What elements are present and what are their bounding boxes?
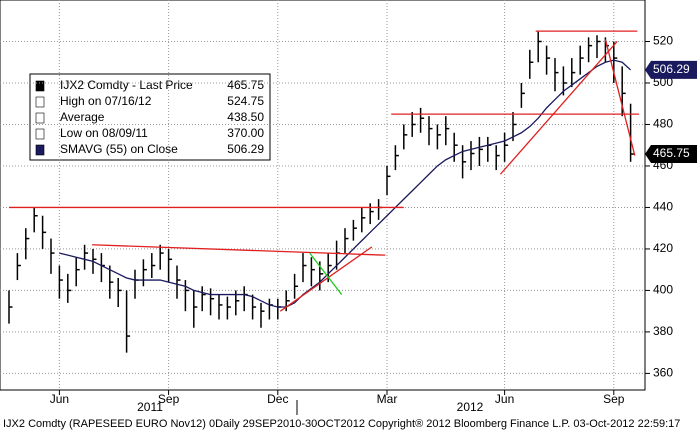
y-tick-label: 440 — [653, 200, 673, 214]
legend-icon — [35, 96, 45, 108]
legend-box — [29, 73, 271, 161]
legend-label: IJX2 Comdty - Last Price — [60, 78, 193, 92]
x-tick-label: Jun — [495, 392, 514, 406]
trendline — [92, 244, 386, 256]
legend-label: Average — [60, 110, 105, 124]
y-tick-label: 360 — [653, 366, 673, 380]
legend-label: SMAVG (55) on Close — [60, 142, 178, 156]
x-tick-label: Jun — [50, 392, 69, 406]
trendline — [279, 246, 373, 312]
legend-label: Low on 08/09/11 — [60, 126, 148, 140]
y-tick-label: 420 — [653, 241, 673, 255]
legend-value: 524.75 — [227, 94, 264, 108]
x-tick-label: Sep — [158, 392, 180, 406]
legend: IJX2 Comdty - Last Price 465.75 High on 07… — [29, 73, 271, 161]
y-tick-label: 380 — [653, 324, 673, 338]
x-tick-label: Mar — [377, 392, 398, 406]
y-tick-label: 480 — [653, 117, 673, 131]
x-tick-label: Dec — [267, 392, 288, 406]
legend-icon — [35, 128, 45, 140]
value-tag-label: 465.75 — [653, 146, 690, 160]
trendline — [604, 39, 636, 156]
value-tag — [645, 145, 697, 164]
trendline — [499, 41, 618, 175]
sma-line — [59, 59, 632, 308]
legend-label: High on 07/16/12 — [60, 94, 152, 108]
legend-icon — [35, 112, 45, 124]
legend-value: 465.75 — [227, 78, 264, 92]
legend-icon — [35, 80, 45, 92]
value-tag — [645, 60, 697, 79]
y-tick-label: 520 — [653, 34, 673, 48]
trendline — [309, 252, 343, 295]
plot-area — [0, 0, 646, 391]
legend-icon — [35, 144, 45, 156]
x-group-label: 2012 — [457, 400, 484, 414]
legend-value: 438.50 — [227, 110, 264, 124]
legend-value: 506.29 — [227, 142, 264, 156]
y-tick-label: 400 — [653, 283, 673, 297]
x-tick-label: Sep — [603, 392, 625, 406]
footer: IJX2 Comdty (RAPESEED EURO Nov12) 0Daily… — [3, 418, 680, 430]
value-tag-label: 506.29 — [653, 62, 690, 76]
x-group-label: 2011 — [137, 400, 163, 414]
legend-value: 370.00 — [227, 126, 264, 140]
